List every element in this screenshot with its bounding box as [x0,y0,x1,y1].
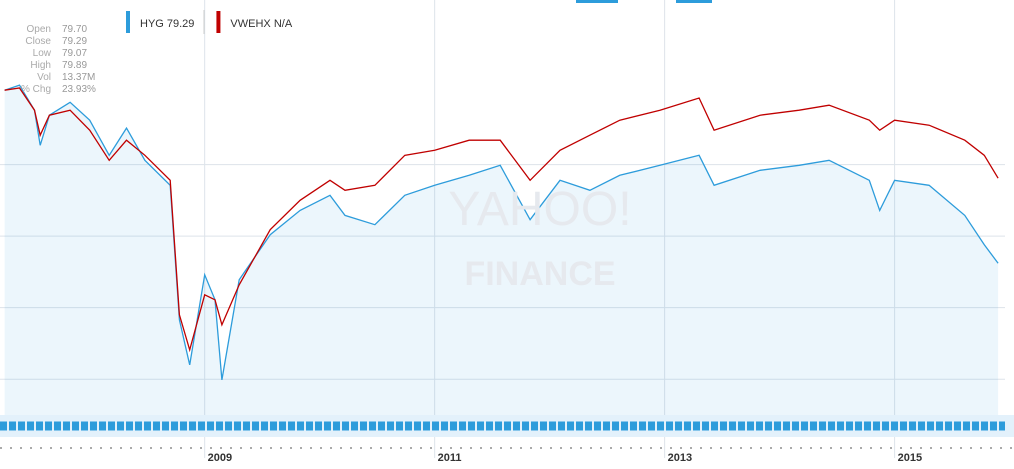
x-tick-label: 2011 [438,452,462,464]
info-label: % Chg [21,84,51,95]
tab-indicator [676,0,712,3]
legend-swatch [126,11,130,33]
info-label: Close [25,36,51,47]
info-value: 13.37M [62,72,95,83]
info-value: 23.93% [62,84,96,95]
legend-label: HYG 79.29 [140,18,194,30]
series-line [4,84,999,381]
legend-label: VWEHX N/A [230,18,292,30]
info-value: 79.70 [62,24,87,35]
info-value: 79.07 [62,48,87,59]
legend-swatch [216,11,221,33]
watermark: YAHOO! [448,183,631,236]
info-label: Open [27,24,51,35]
plot-area [0,0,1005,458]
info-label: Vol [37,72,51,83]
x-tick-label: 2013 [668,452,692,464]
x-tick-label: 2015 [898,452,922,464]
info-label: High [30,60,51,71]
series-area [4,85,999,415]
series-line [4,87,999,353]
x-tick-label: 2009 [208,452,232,464]
watermark: FINANCE [464,255,615,293]
info-value: 79.29 [62,36,87,47]
info-value: 79.89 [62,60,87,71]
info-label: Low [33,48,52,59]
tab-indicator [576,0,618,3]
